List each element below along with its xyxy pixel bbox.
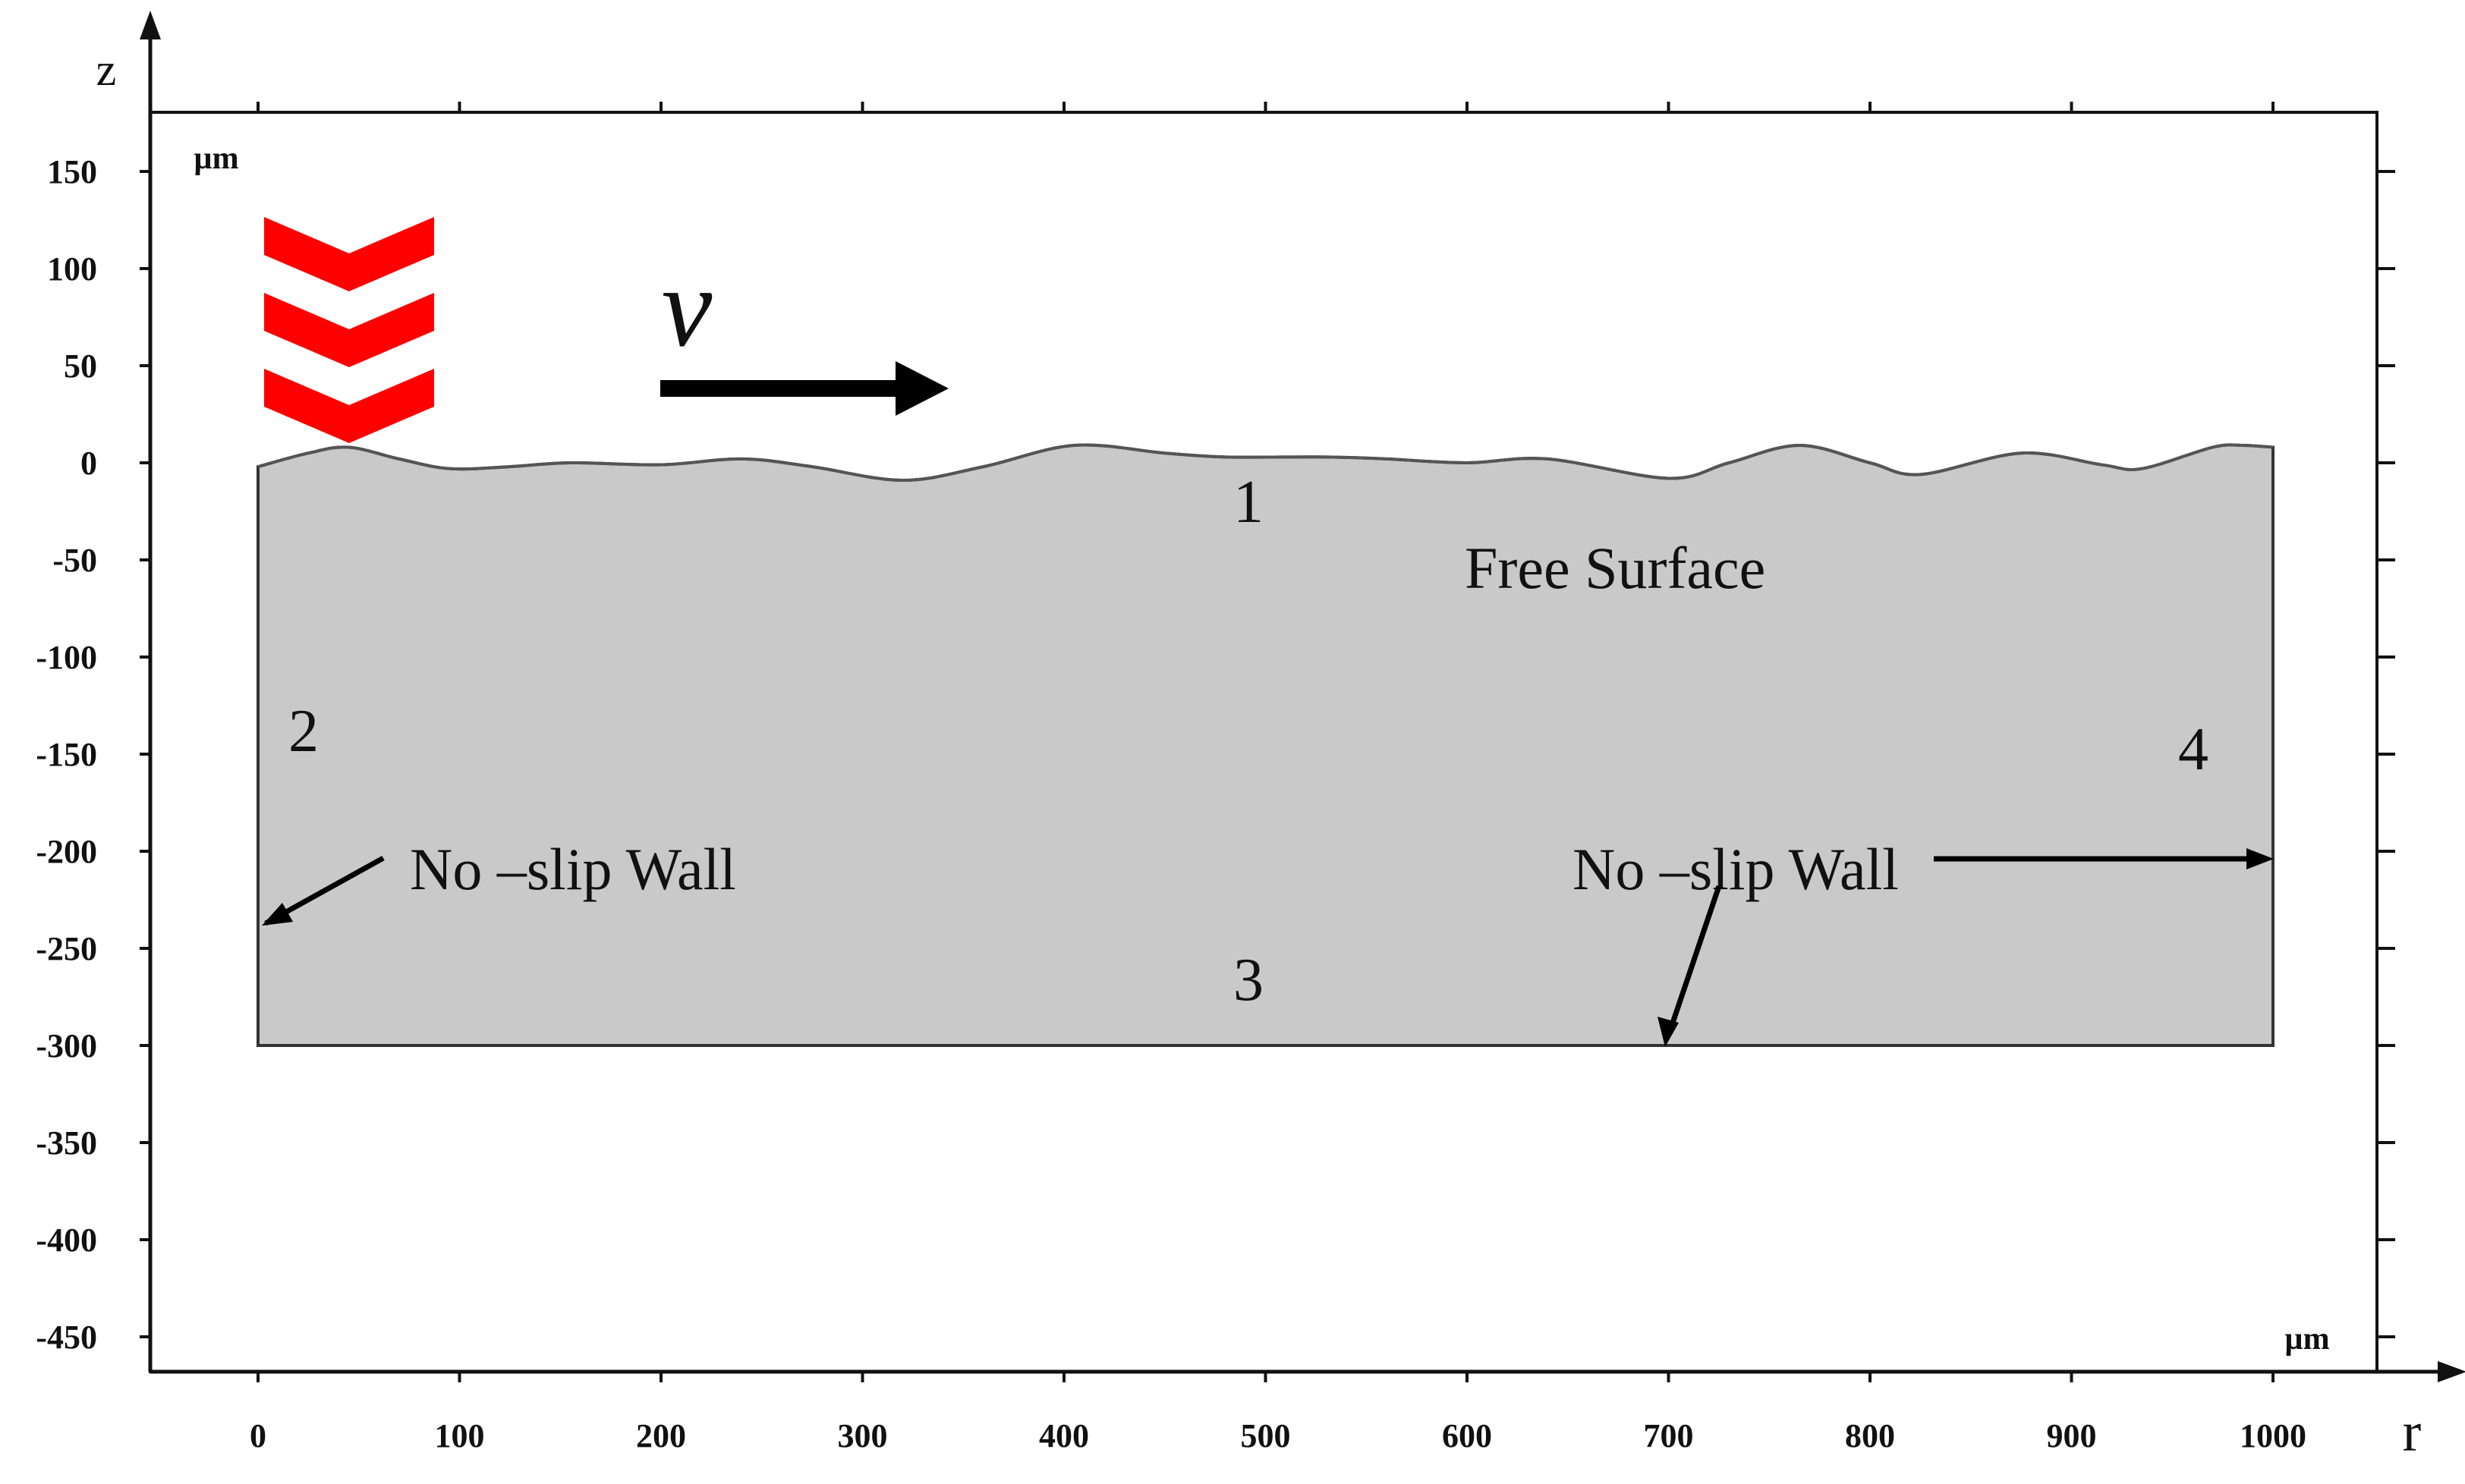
r-tick-label: 800	[1845, 1417, 1895, 1454]
r-axis-name: r	[2403, 1401, 2422, 1464]
z-tick-label: -350	[36, 1124, 97, 1162]
wall-left-arrowhead	[262, 903, 293, 926]
wall-right-bottom-arrowhead	[1658, 1017, 1679, 1047]
boundary-4-label: 4	[2178, 716, 2208, 783]
z-tick-label: 150	[47, 153, 97, 190]
velocity-label: v	[662, 244, 713, 370]
free-surface-label: Free Surface	[1465, 535, 1765, 601]
r-axis-unit: µm	[2284, 1322, 2329, 1357]
laser-chevron	[264, 369, 434, 443]
free-surface-boundary	[257, 443, 2274, 483]
wall-right-side-arrowhead	[2246, 848, 2274, 869]
z-tick-label: 100	[47, 250, 97, 288]
z-axis-name: z	[96, 45, 117, 95]
z-tick-label: 0	[80, 445, 97, 482]
no-slip-wall-left-label: No –slip Wall	[410, 836, 736, 902]
laser-chevron	[264, 293, 434, 367]
r-tick-label: 1000	[2240, 1417, 2306, 1454]
r-tick-label: 400	[1039, 1417, 1089, 1454]
r-axis-ticks: 0 100 200 300 400 500 600 700 800 900 1000	[250, 102, 2306, 1454]
velocity-arrowhead	[896, 361, 949, 416]
r-tick-label: 600	[1442, 1417, 1492, 1454]
z-tick-label: -100	[36, 639, 97, 676]
r-axis-arrowhead	[2438, 1361, 2465, 1382]
computational-domain	[257, 443, 2275, 1047]
boundary-2-label: 2	[288, 698, 319, 765]
z-axis-unit: µm	[194, 141, 238, 176]
z-tick-label: 50	[64, 347, 97, 385]
z-tick-label: -150	[36, 736, 97, 773]
r-tick-label: 0	[250, 1417, 266, 1454]
r-tick-label: 100	[435, 1417, 485, 1454]
z-tick-label: -400	[36, 1221, 97, 1259]
z-tick-label: -300	[36, 1027, 97, 1064]
no-slip-wall-right-label: No –slip Wall	[1572, 836, 1899, 902]
r-tick-label: 300	[838, 1417, 888, 1454]
laser-chevron	[264, 217, 434, 291]
z-axis-arrowhead	[140, 11, 161, 39]
laser-chevrons-icon	[264, 217, 434, 443]
wall-right-bottom-arrow	[1667, 885, 1722, 1033]
z-tick-label: -50	[52, 542, 97, 579]
boundary-1-label: 1	[1233, 469, 1264, 536]
boundary-3-label: 3	[1233, 947, 1264, 1014]
r-tick-label: 700	[1644, 1417, 1694, 1454]
z-axis-ticks: 150 100 50 0 -50 -100 -150 -200 -250 -300 -350 -400…	[36, 153, 2395, 1356]
z-tick-label: -200	[36, 833, 97, 870]
r-tick-label: 200	[636, 1417, 686, 1454]
r-tick-label: 500	[1241, 1417, 1291, 1454]
r-tick-label: 900	[2047, 1417, 2097, 1454]
z-tick-label: -450	[36, 1319, 97, 1356]
z-tick-label: -250	[36, 930, 97, 967]
